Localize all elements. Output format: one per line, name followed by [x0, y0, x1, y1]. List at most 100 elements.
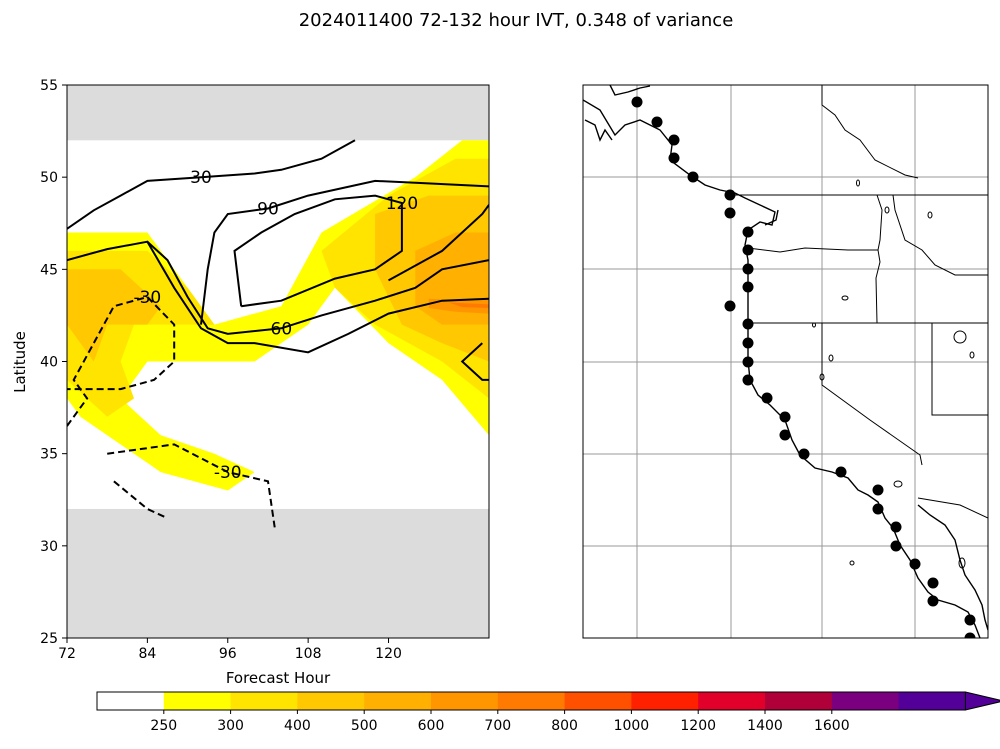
station-marker — [742, 263, 754, 275]
contour-line-2 — [146, 240, 489, 335]
colorbar-segment — [97, 692, 165, 710]
colorbar-segment — [564, 692, 632, 710]
contour-line-7 — [67, 295, 176, 427]
station-marker — [668, 134, 680, 146]
colorbar-segment — [431, 692, 499, 710]
station-marker — [724, 300, 736, 312]
ivt-fill-400-3 — [67, 269, 161, 362]
colorbar-tick-label: 1200 — [680, 718, 716, 734]
colorbar-segment — [765, 692, 833, 710]
station-marker — [872, 503, 884, 515]
y-tick-label: 30 — [40, 539, 58, 555]
colorbar-tick-label: 1000 — [614, 718, 650, 734]
station-marker — [779, 411, 791, 423]
station-marker — [835, 466, 847, 478]
map-gridlines — [583, 85, 988, 638]
state-borders — [731, 85, 988, 519]
station-marker — [964, 614, 976, 626]
colorbar: 250 300 400 500 600 700 800 1000 1200 1400 1600 — [96, 691, 1000, 734]
colorbar-segment — [631, 692, 699, 710]
station-marker — [779, 429, 791, 441]
station-marker — [761, 392, 773, 404]
y-axis: 25 30 35 40 45 50 55 — [40, 78, 67, 647]
station-marker — [687, 171, 699, 183]
station-marker — [742, 374, 754, 386]
station-marker — [742, 244, 754, 256]
y-axis-label: Latitude — [11, 331, 29, 393]
colorbar-tick-label: 250 — [150, 718, 177, 734]
x-tick-label: 96 — [219, 646, 237, 662]
contour-line-6 — [460, 342, 489, 381]
station-marker — [651, 116, 663, 128]
contour-lines — [67, 139, 489, 528]
contour-label: 30 — [190, 168, 212, 188]
station-marker — [742, 226, 754, 238]
station-marker — [964, 632, 976, 638]
x-axis: 72 84 96 108 120 — [58, 638, 402, 662]
station-marker — [872, 484, 884, 496]
ivt-contour-panel: 30 60 90 120 -30 -30 72 84 96 108 120 25 30 35 40 45 5… — [11, 78, 490, 687]
station-marker — [724, 189, 736, 201]
station-marker — [742, 356, 754, 368]
colorbar-tick-label: 400 — [284, 718, 311, 734]
contour-line-3 — [200, 179, 489, 325]
contour-label: 90 — [257, 200, 279, 220]
station-marker — [927, 595, 939, 607]
masked-region-1 — [67, 508, 489, 638]
x-axis-label: Forecast Hour — [226, 669, 331, 687]
colorbar-segment — [898, 692, 966, 710]
station-marker — [742, 281, 754, 293]
station-marker — [742, 337, 754, 349]
colorbar-tick-label: 600 — [418, 718, 445, 734]
y-tick-label: 25 — [40, 631, 58, 647]
station-markers — [631, 96, 976, 638]
station-marker — [798, 448, 810, 460]
y-tick-label: 50 — [40, 170, 58, 186]
colorbar-segment — [230, 692, 298, 710]
colorbar-segment — [698, 692, 766, 710]
colorbar-segment — [297, 692, 365, 710]
station-marker — [890, 540, 902, 552]
ivt-fill-600-6 — [428, 298, 489, 314]
contour-line-9 — [113, 480, 168, 520]
contour-label: 120 — [386, 194, 418, 214]
x-tick-label: 84 — [138, 646, 156, 662]
contour-line-0 — [67, 139, 356, 230]
contour-line-4 — [233, 194, 403, 308]
colorbar-tick-label: 500 — [351, 718, 378, 734]
station-marker — [890, 521, 902, 533]
masked-region-0 — [67, 85, 489, 141]
colorbar-segment — [364, 692, 432, 710]
colorbar-tick-label: 700 — [484, 718, 511, 734]
map-frame — [582, 84, 989, 639]
colorbar-extend-arrow — [964, 691, 1000, 711]
y-tick-label: 45 — [40, 262, 58, 278]
contour-line-5 — [388, 204, 489, 282]
colorbar-tick-label: 300 — [217, 718, 244, 734]
colorbar-tick-label: 800 — [551, 718, 578, 734]
contour-label: 60 — [271, 319, 293, 339]
station-marker — [668, 152, 680, 164]
y-tick-label: 40 — [40, 355, 58, 371]
colorbar-tick-label: 1600 — [814, 718, 850, 734]
masked-regions — [67, 85, 489, 638]
station-marker — [927, 577, 939, 589]
x-tick-label: 120 — [375, 646, 402, 662]
colorbar-outline — [96, 691, 966, 711]
colorbar-segment — [163, 692, 232, 710]
station-marker — [631, 96, 643, 108]
figure-title: 2024011400 72-132 hour IVT, 0.348 of var… — [299, 10, 734, 31]
colorbar-segment — [831, 692, 900, 710]
contour-label: -30 — [214, 463, 242, 483]
station-marker — [742, 318, 754, 330]
lakes — [812, 179, 975, 569]
station-map-panel — [582, 84, 989, 639]
y-tick-label: 55 — [40, 78, 58, 94]
colorbar-tick-label: 1400 — [747, 718, 783, 734]
station-marker — [724, 207, 736, 219]
contour-labels: 30 60 90 120 -30 -30 — [133, 168, 418, 483]
y-tick-label: 35 — [40, 447, 58, 463]
contour-line-1 — [67, 240, 489, 354]
colorbar-segment — [497, 692, 566, 710]
